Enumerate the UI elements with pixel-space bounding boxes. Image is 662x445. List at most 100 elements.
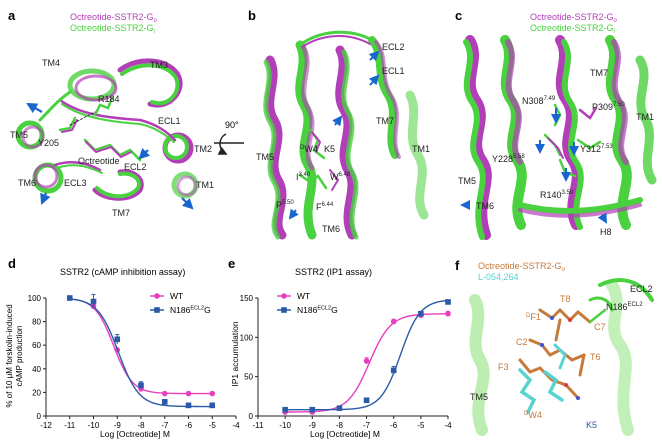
panel-c-legend-gi: Octreotide-SSTR2-Gi — [530, 23, 615, 35]
label-b-tm1: TM1 — [412, 144, 430, 154]
chart-d-plot: -12 -11 -10 -9 -8 -7 -6 -5 -4 0 20 40 60 80 100 — [28, 293, 240, 430]
label-b-w648: W6.48 — [330, 172, 351, 182]
x-tick-label: -4 — [444, 421, 452, 430]
label-y205: Y205 — [38, 138, 59, 148]
label-f-k5: K5 — [586, 420, 597, 430]
data-point-mutant — [185, 402, 192, 409]
data-point-wt — [390, 318, 397, 325]
panel-c: c Octreotide-SSTR2-Go Octreotide-SSTR2-G… — [455, 8, 657, 240]
x-tick-label: -7 — [161, 421, 169, 430]
label-tm4: TM4 — [42, 58, 60, 68]
panel-d-letter: d — [8, 256, 16, 271]
data-point-mutant — [445, 299, 451, 305]
rotation-indicator: 90° — [214, 120, 244, 155]
panel-b-letter: b — [248, 8, 256, 23]
data-point-mutant — [309, 406, 316, 413]
x-tick-label: -8 — [336, 421, 344, 430]
data-point-wt — [185, 390, 192, 397]
y-tick-label: 100 — [240, 333, 254, 342]
panel-f-legend-l054: L-054,264 — [478, 272, 519, 282]
y-tick-label: 60 — [32, 341, 41, 350]
y-tick-label: 20 — [32, 388, 41, 397]
label-tm2: TM2 — [194, 144, 212, 154]
data-point-mutant — [138, 382, 144, 389]
y-tick-label: 100 — [28, 294, 42, 303]
data-point-mutant — [161, 399, 168, 405]
y-tick-label: 0 — [37, 412, 42, 421]
y-tick-label: 50 — [244, 373, 253, 382]
label-c-y312: Y3127.53 — [580, 144, 613, 154]
y-tick-label: 40 — [32, 365, 41, 374]
panel-d-ylabel-2: cAMP production — [15, 326, 24, 387]
x-tick-label: -8 — [137, 421, 145, 430]
x-tick-label: -7 — [363, 421, 371, 430]
y-tick-label: 80 — [32, 318, 41, 327]
panel-e-legend: WT N186ECL2G — [277, 291, 338, 315]
panel-c-legend-go: Octreotide-SSTR2-Go — [530, 12, 618, 24]
label-b-ecl2: ECL2 — [382, 42, 405, 52]
panel-a-arrows — [26, 102, 194, 210]
data-point-mutant — [282, 406, 288, 413]
x-tick-label: -9 — [114, 421, 122, 430]
label-c-tm6: TM6 — [476, 201, 494, 211]
panel-f-legend-go: Octreotide-SSTR2-Go — [478, 261, 566, 273]
panel-b-structure — [263, 30, 429, 240]
label-ecl1: ECL1 — [158, 116, 181, 126]
x-tick-label: -5 — [209, 421, 217, 430]
panel-a-letter: a — [8, 8, 16, 23]
panel-d-ylabel-1: % of 10 μM forskolin-induced — [5, 304, 14, 407]
label-ecl2: ECL2 — [124, 162, 147, 172]
label-b-f644: F6.44 — [316, 202, 334, 212]
label-b-p550: P5.50 — [276, 200, 294, 210]
label-f-f3: F3 — [498, 362, 509, 372]
data-point-wt — [209, 390, 216, 397]
data-point-mutant — [418, 310, 424, 317]
x-tick-label: -6 — [390, 421, 398, 430]
data-point-wt — [161, 390, 168, 397]
label-b-k5: K5 — [324, 144, 335, 154]
chart-e-plot: -11 -10 -9 -8 -7 -6 -5 -4 0 50 100 150 — [240, 294, 452, 430]
data-point-mutant — [336, 405, 343, 411]
label-tm6: TM6 — [18, 178, 36, 188]
x-tick-label: -11 — [64, 421, 76, 430]
label-f-t6: T6 — [590, 352, 601, 362]
panel-e-legend-mut: N186ECL2G — [297, 305, 338, 315]
data-point-wt — [445, 310, 451, 317]
data-point-mutant — [66, 295, 73, 301]
data-point-mutant — [114, 336, 121, 343]
x-tick-label: -11 — [253, 421, 265, 430]
label-f-f1: DF1 — [526, 312, 541, 322]
label-tm3: TM3 — [150, 60, 168, 70]
fit-curve-wt — [69, 298, 213, 395]
panel-e-title: SSTR2 (IP1 assay) — [295, 267, 372, 277]
label-ecl3: ECL3 — [64, 178, 87, 188]
label-b-tm6: TM6 — [322, 224, 340, 234]
y-tick-label: 0 — [249, 412, 254, 421]
panel-d-legend-mut: N186ECL2G — [170, 305, 211, 315]
panel-e: e SSTR2 (IP1 assay) IP1 accumulation Log… — [228, 256, 452, 439]
x-tick-label: -10 — [279, 421, 291, 430]
panel-a-structure — [15, 58, 199, 201]
panel-f-letter: f — [455, 258, 460, 273]
label-c-p309: P3097.50 — [592, 102, 625, 112]
label-f-c2: C2 — [516, 337, 528, 347]
label-c-tm1: TM1 — [636, 112, 654, 122]
fit-curve-mutant — [285, 299, 449, 411]
label-b-tm7: TM7 — [376, 116, 394, 126]
label-tm1: TM1 — [196, 180, 214, 190]
data-point-mutant — [390, 367, 397, 374]
label-tm5: TM5 — [10, 130, 28, 140]
label-octreotide: Octreotide — [78, 156, 120, 166]
panel-d-legend-wt: WT — [170, 291, 183, 301]
x-tick-label: -5 — [417, 421, 425, 430]
panel-f: f Octreotide-SSTR2-Go L-054,264 — [455, 258, 654, 436]
data-point-mutant — [209, 402, 216, 409]
panel-a-legend-gi: Octreotide-SSTR2-Gi — [70, 23, 155, 35]
x-tick-label: -4 — [232, 421, 240, 430]
panel-d-xlabel: Log [Octreotide] M — [100, 429, 170, 439]
panel-e-legend-wt: WT — [297, 291, 310, 301]
panel-c-structure — [463, 35, 657, 240]
label-b-i340: I3.40 — [296, 172, 311, 182]
label-r184: R184 — [98, 94, 120, 104]
